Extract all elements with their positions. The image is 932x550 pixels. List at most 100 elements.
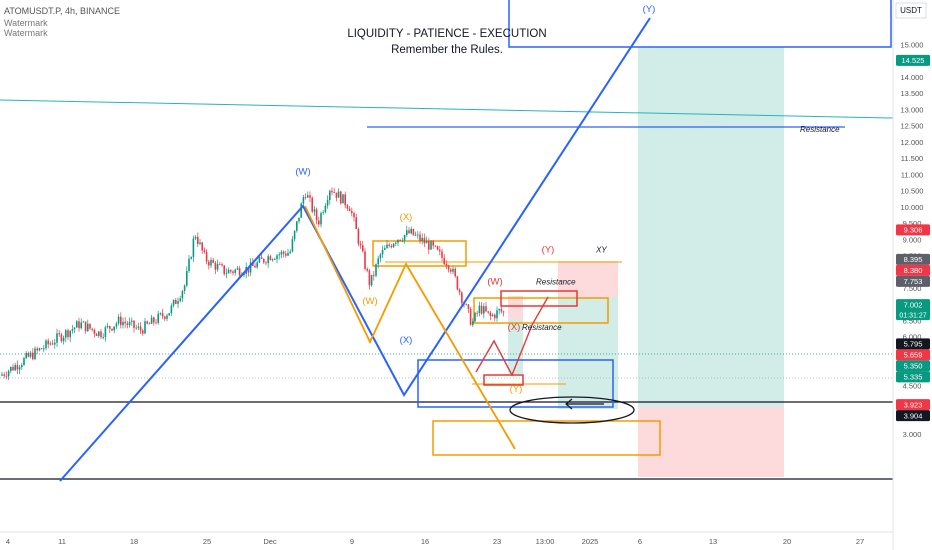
price-badge[interactable] <box>896 299 930 321</box>
long-stop-zone <box>638 407 784 477</box>
x-tick-label: Dec <box>263 537 277 546</box>
orange-box-y[interactable] <box>473 297 609 324</box>
candle-body <box>340 191 342 204</box>
orange-box-x[interactable] <box>372 240 467 267</box>
wave-labels: (W) (X) (W) (X) (Y) (W) (X) (Y) (Y) <box>295 4 655 395</box>
candle-body <box>364 251 366 269</box>
wave-label[interactable]: (W) <box>362 296 377 307</box>
candle-body <box>329 190 331 201</box>
wave-label[interactable]: (X) <box>400 212 413 223</box>
candle-body <box>450 269 452 272</box>
candle-body <box>67 330 69 338</box>
candle-body <box>291 239 294 252</box>
candle-body <box>32 352 34 360</box>
candle-body <box>133 320 135 328</box>
candle-body <box>320 213 322 225</box>
price-badge[interactable] <box>896 349 930 361</box>
x-tick-label: 4 <box>6 537 10 546</box>
annotation-label[interactable]: XY <box>595 245 607 254</box>
price-badge[interactable] <box>896 264 930 276</box>
candle-body <box>260 257 263 259</box>
price-badge[interactable] <box>896 410 930 422</box>
candle-body <box>348 208 351 212</box>
wave-label[interactable]: (W) <box>487 277 502 288</box>
candle-body <box>73 327 76 330</box>
chart-subtitle: Remember the Rules. <box>391 44 503 56</box>
minor-stop-zone <box>508 296 523 319</box>
candle-body <box>443 257 445 265</box>
candle-body <box>82 321 85 323</box>
candle-body <box>408 230 410 234</box>
x-tick-label: 23 <box>493 537 501 546</box>
annotation-label[interactable]: Resistance <box>522 323 562 332</box>
annotation-label[interactable]: Resistance <box>800 125 840 134</box>
candle-body <box>379 254 382 259</box>
currency-box[interactable] <box>895 2 927 19</box>
candle-body <box>135 327 137 329</box>
candle-body <box>113 326 115 331</box>
candle-body <box>461 292 463 303</box>
symbol-header[interactable]: ATOMUSDT.P, 4h, BINANCE <box>4 6 121 16</box>
price-badge[interactable] <box>896 360 930 372</box>
watermark-1: Watermark <box>4 18 48 28</box>
candle-body <box>62 337 65 342</box>
candle-body <box>128 321 131 326</box>
x-tick-label: 20 <box>783 537 791 546</box>
candle-body <box>342 194 344 204</box>
candle-body <box>274 259 276 260</box>
candle-body <box>51 343 54 345</box>
candle-body <box>331 190 333 193</box>
candle-body <box>375 264 377 276</box>
trend-line-cyan[interactable] <box>0 99 894 119</box>
candle-body <box>157 313 159 323</box>
price-badge[interactable] <box>896 338 930 350</box>
candle-body <box>131 320 133 322</box>
candle-body <box>150 317 153 324</box>
candle-body <box>359 243 362 246</box>
candle-body <box>333 192 335 194</box>
orange-wave-line[interactable] <box>304 205 516 450</box>
blue-box-top[interactable] <box>508 0 892 48</box>
candle-body <box>186 270 188 286</box>
candle-body <box>199 242 201 244</box>
price-badge[interactable] <box>896 224 930 236</box>
x-tick-label: 27 <box>856 537 864 546</box>
price-badge[interactable] <box>896 275 930 287</box>
candle-body <box>370 274 373 286</box>
price-badge-label: 5.795 <box>904 340 923 349</box>
wave-label[interactable]: (Y) <box>542 244 555 255</box>
orange-box-bottom[interactable] <box>432 420 661 456</box>
red-box-y[interactable] <box>500 290 578 307</box>
wave-label[interactable]: (Y) <box>643 4 656 15</box>
candle-body <box>232 271 234 273</box>
candle-body <box>5 375 8 377</box>
price-badge[interactable] <box>896 54 930 66</box>
wave-label[interactable]: (X) <box>508 322 521 333</box>
candle-body <box>45 340 47 349</box>
candle-body <box>425 241 428 244</box>
price-badge[interactable] <box>896 399 930 411</box>
liquidity-ellipse[interactable] <box>509 396 635 424</box>
candle-body <box>65 330 67 338</box>
annotations: Resistance Resistance Resistance XY <box>522 125 840 332</box>
candle-body <box>269 256 272 261</box>
wave-label[interactable]: (Y) <box>510 384 523 395</box>
price-badge[interactable] <box>896 371 930 383</box>
candle-body <box>322 212 324 214</box>
price-badge[interactable] <box>896 253 930 265</box>
wave-label[interactable]: (W) <box>295 166 310 177</box>
candle-body <box>498 309 500 311</box>
blue-wave-line[interactable] <box>59 17 651 482</box>
candle-body <box>139 326 142 331</box>
annotation-label[interactable]: Resistance <box>536 278 576 287</box>
candle-body <box>153 317 155 323</box>
blue-box-x[interactable] <box>417 359 614 408</box>
candle-body <box>287 253 289 256</box>
wave-label[interactable]: (X) <box>400 335 413 346</box>
candle-body <box>412 228 415 236</box>
red-box-x[interactable] <box>483 374 524 386</box>
long-target-zone <box>638 47 784 407</box>
red-wave-line[interactable] <box>475 296 549 377</box>
price-badge-label: 3.923 <box>904 400 923 409</box>
